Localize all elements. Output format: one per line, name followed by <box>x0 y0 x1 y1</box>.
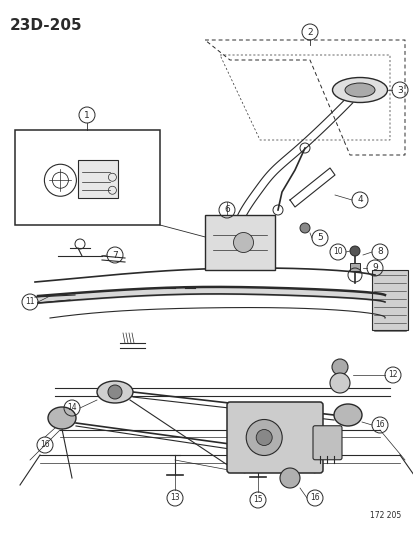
Circle shape <box>108 385 122 399</box>
Circle shape <box>246 419 282 456</box>
Circle shape <box>256 430 271 446</box>
Bar <box>371 270 407 330</box>
Text: 3: 3 <box>396 85 402 94</box>
Text: 14: 14 <box>67 403 77 413</box>
Text: 1: 1 <box>84 110 90 119</box>
Text: 172 205: 172 205 <box>369 511 400 520</box>
Text: 16: 16 <box>309 494 319 503</box>
Text: 13: 13 <box>170 494 179 503</box>
Bar <box>204 215 274 270</box>
Text: 12: 12 <box>387 370 397 379</box>
Circle shape <box>299 223 309 233</box>
Bar <box>15 130 159 225</box>
Text: 5: 5 <box>316 233 322 243</box>
Text: 4: 4 <box>356 196 362 205</box>
Bar <box>78 160 118 198</box>
FancyBboxPatch shape <box>226 402 322 473</box>
Text: 8: 8 <box>376 247 382 256</box>
Text: 9: 9 <box>371 263 377 272</box>
Ellipse shape <box>344 83 374 97</box>
Circle shape <box>279 468 299 488</box>
Text: 6: 6 <box>223 206 229 214</box>
Text: 23D-205: 23D-205 <box>10 18 83 33</box>
Text: 16: 16 <box>40 440 50 449</box>
Bar <box>349 263 359 271</box>
Circle shape <box>349 246 359 256</box>
Ellipse shape <box>97 381 133 403</box>
Circle shape <box>233 232 253 253</box>
Text: 10: 10 <box>332 247 342 256</box>
Circle shape <box>329 373 349 393</box>
Ellipse shape <box>333 404 361 426</box>
Circle shape <box>331 359 347 375</box>
Text: 11: 11 <box>25 297 35 306</box>
FancyBboxPatch shape <box>312 426 341 460</box>
Ellipse shape <box>332 77 387 102</box>
Text: 7: 7 <box>112 251 118 260</box>
Text: 2: 2 <box>306 28 312 36</box>
Text: 16: 16 <box>374 421 384 430</box>
Ellipse shape <box>48 407 76 429</box>
Text: 15: 15 <box>253 496 262 505</box>
